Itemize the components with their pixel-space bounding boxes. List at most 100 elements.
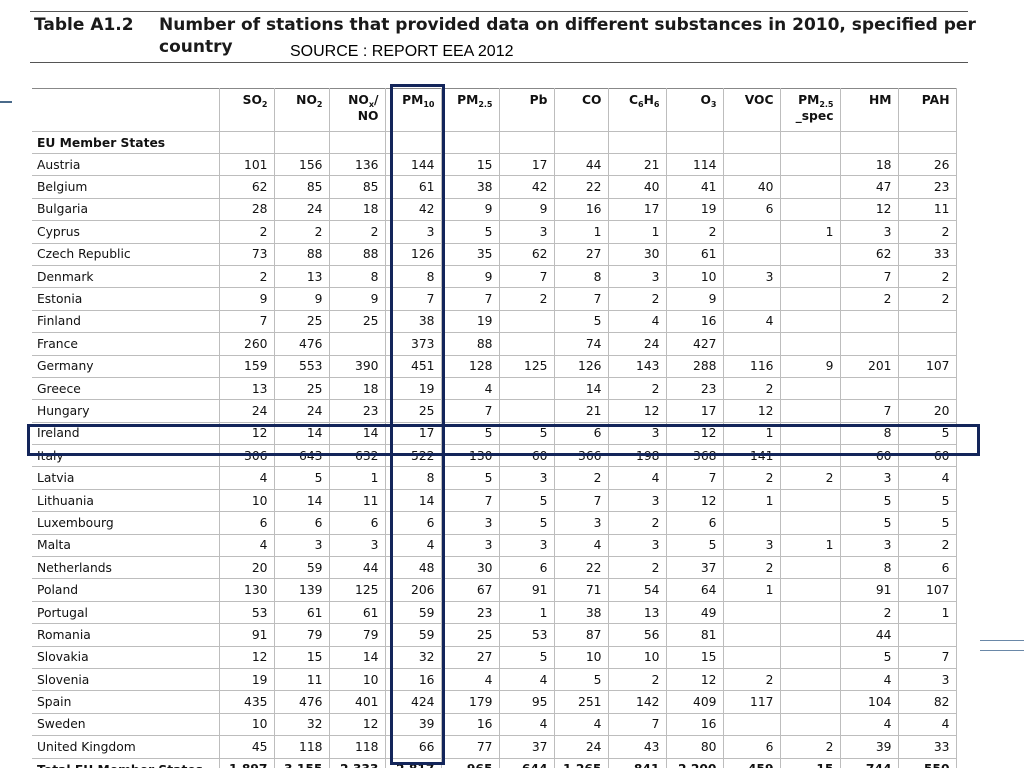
table-cell: 1: [723, 422, 781, 446]
table-row: Netherlands 20 59 44 48 30 6 22 2 37 2 8 6: [32, 556, 957, 580]
table-row: Lithuania 10 14 11 14 7 5 7 3 12 1 5 5: [32, 489, 957, 513]
table-cell: [780, 243, 841, 266]
slide-decoration: [980, 640, 1024, 641]
table-row: Italy 306 643 632 522 130 60 366 198 368 141 60 60: [32, 444, 957, 468]
table-cell: 5: [898, 511, 957, 535]
table-cell: 6: [274, 511, 330, 535]
table-cell: 2: [666, 220, 724, 244]
table-cell: 27: [554, 243, 609, 266]
table-cell: 2: [898, 287, 957, 311]
table-cell: [723, 243, 781, 266]
table-row: Romania 91 79 79 59 25 53 87 56 81 44: [32, 623, 957, 647]
table-cell: 7: [898, 646, 957, 669]
table-cell: 33: [898, 735, 957, 759]
total-cell: 644: [499, 758, 555, 768]
table-row: Cyprus 2 2 2 3 5 3 1 1 2 1 3 2: [32, 220, 957, 244]
country-name: Slovakia: [32, 646, 220, 669]
table-cell: 87: [554, 623, 609, 647]
table-cell: [780, 265, 841, 289]
table-cell: 43: [608, 735, 667, 759]
table-cell: 3: [840, 534, 899, 558]
table-cell: 368: [666, 444, 724, 468]
table-cell: 8: [554, 265, 609, 289]
table-cell: 60: [898, 444, 957, 468]
table-cell: 59: [274, 556, 330, 580]
table-cell: 114: [666, 153, 724, 177]
table-cell: [780, 198, 841, 222]
table-cell: [385, 131, 442, 154]
table-cell: 25: [274, 377, 330, 401]
table-cell: 1: [329, 466, 386, 490]
table-cell: [723, 131, 781, 154]
table-cell: 30: [608, 243, 667, 266]
table-cell: [780, 377, 841, 401]
table-cell: 26: [898, 153, 957, 177]
table-cell: 19: [219, 668, 275, 692]
header-country: [32, 88, 220, 132]
table-row: Luxembourg 6 6 6 6 3 5 3 2 6 5 5: [32, 511, 957, 535]
table-cell: 125: [329, 578, 386, 602]
total-row: Total EU Member States1 8973 1552 3332 8…: [32, 758, 957, 768]
table-cell: 53: [499, 623, 555, 647]
table-cell: 251: [554, 690, 609, 714]
table-number: Table A1.2: [34, 15, 134, 35]
table-cell: 25: [385, 399, 442, 423]
table-cell: 5: [554, 668, 609, 692]
table-cell: 116: [723, 355, 781, 378]
table-cell: 288: [666, 355, 724, 378]
table-cell: 2: [608, 511, 667, 535]
table-row: United Kingdom 45 118 118 66 77 37 24 43 80 6 2 39 33: [32, 735, 957, 759]
column-header: CO: [554, 88, 609, 132]
table-cell: 3: [840, 220, 899, 244]
column-header: O3: [666, 88, 724, 132]
column-header: PAH: [898, 88, 957, 132]
section-label: EU Member States: [32, 131, 220, 154]
table-cell: [780, 332, 841, 356]
table-cell: 5: [499, 489, 555, 513]
country-name: Spain: [32, 690, 220, 714]
table-row: Sweden 10 32 12 39 16 4 4 7 16 4 4: [32, 713, 957, 737]
country-name: Poland: [32, 578, 220, 602]
table-cell: 13: [219, 377, 275, 401]
table-cell: [723, 601, 781, 625]
total-cell: 550: [898, 758, 957, 768]
table-cell: 23: [666, 377, 724, 401]
table-cell: 179: [441, 690, 500, 714]
table-cell: 9: [329, 287, 386, 311]
table-cell: 45: [219, 735, 275, 759]
country-name: Portugal: [32, 601, 220, 625]
table-cell: 130: [441, 444, 500, 468]
table-cell: 16: [666, 713, 724, 737]
table-cell: [780, 287, 841, 311]
table-cell: [499, 310, 555, 334]
table-cell: 6: [666, 511, 724, 535]
table-cell: [780, 601, 841, 625]
table-cell: [499, 399, 555, 423]
table-cell: 8: [329, 265, 386, 289]
column-header: C6H6: [608, 88, 667, 132]
table-cell: 10: [329, 668, 386, 692]
table-cell: 156: [274, 153, 330, 177]
table-cell: 32: [274, 713, 330, 737]
table-cell: 14: [274, 422, 330, 446]
table-cell: 126: [554, 355, 609, 378]
table-row: France 260 476 373 88 74 24 427: [32, 332, 957, 356]
table-cell: 15: [666, 646, 724, 669]
table-cell: [723, 153, 781, 177]
table-cell: 4: [608, 310, 667, 334]
country-name: Austria: [32, 153, 220, 177]
table-cell: [723, 646, 781, 669]
table-cell: [329, 332, 386, 356]
table-cell: 2: [898, 534, 957, 558]
table-cell: 16: [666, 310, 724, 334]
table-cell: 16: [441, 713, 500, 737]
table-cell: 3: [554, 511, 609, 535]
table-cell: 25: [329, 310, 386, 334]
table-cell: 3: [840, 466, 899, 490]
table-cell: 4: [441, 668, 500, 692]
table-cell: 4: [554, 713, 609, 737]
table-cell: 143: [608, 355, 667, 378]
table-cell: 427: [666, 332, 724, 356]
table-cell: 8: [840, 556, 899, 580]
table-cell: 7: [441, 287, 500, 311]
